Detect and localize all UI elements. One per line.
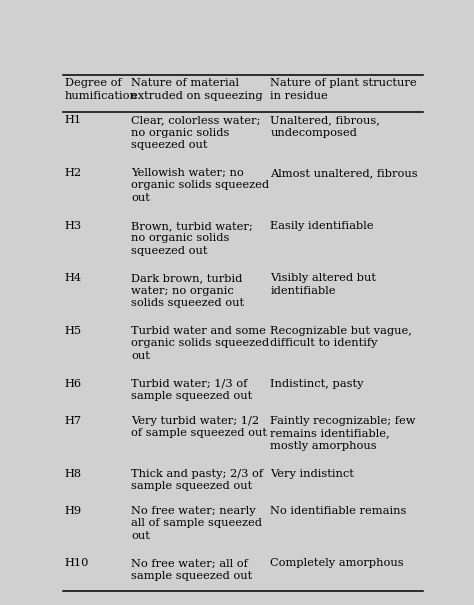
Text: H6: H6 [65, 379, 82, 388]
Text: H2: H2 [65, 168, 82, 178]
Text: Completely amorphous: Completely amorphous [271, 558, 404, 569]
Text: No free water; all of
sample squeezed out: No free water; all of sample squeezed ou… [131, 558, 252, 581]
Text: H5: H5 [65, 326, 82, 336]
Text: H8: H8 [65, 468, 82, 479]
Text: Indistinct, pasty: Indistinct, pasty [271, 379, 364, 388]
Text: Yellowish water; no
organic solids squeezed
out: Yellowish water; no organic solids squee… [131, 168, 269, 203]
Text: H3: H3 [65, 221, 82, 231]
Text: Very indistinct: Very indistinct [271, 468, 355, 479]
Text: Degree of
humification: Degree of humification [65, 78, 137, 100]
Text: Clear, colorless water;
no organic solids
squeezed out: Clear, colorless water; no organic solid… [131, 116, 260, 150]
Text: Very turbid water; 1/2
of sample squeezed out: Very turbid water; 1/2 of sample squeeze… [131, 416, 267, 439]
Text: H10: H10 [65, 558, 89, 569]
Text: Thick and pasty; 2/3 of
sample squeezed out: Thick and pasty; 2/3 of sample squeezed … [131, 468, 263, 491]
Text: Almost unaltered, fibrous: Almost unaltered, fibrous [271, 168, 418, 178]
Text: No free water; nearly
all of sample squeezed
out: No free water; nearly all of sample sque… [131, 506, 262, 541]
Text: H1: H1 [65, 116, 82, 125]
Text: Turbid water; 1/3 of
sample squeezed out: Turbid water; 1/3 of sample squeezed out [131, 379, 252, 401]
Text: H7: H7 [65, 416, 82, 426]
Text: Nature of material
extruded on squeezing: Nature of material extruded on squeezing [131, 78, 263, 100]
Text: Easily identifiable: Easily identifiable [271, 221, 374, 231]
Text: Dark brown, turbid
water; no organic
solids squeezed out: Dark brown, turbid water; no organic sol… [131, 273, 244, 308]
Text: No identifiable remains: No identifiable remains [271, 506, 407, 516]
Text: Turbid water and some
organic solids squeezed
out: Turbid water and some organic solids squ… [131, 326, 269, 361]
Text: Unaltered, fibrous,
undecomposed: Unaltered, fibrous, undecomposed [271, 116, 380, 138]
Text: Visibly altered but
identifiable: Visibly altered but identifiable [271, 273, 376, 296]
Text: Nature of plant structure
in residue: Nature of plant structure in residue [271, 78, 417, 100]
Text: Recognizable but vague,
difficult to identify: Recognizable but vague, difficult to ide… [271, 326, 412, 348]
Text: H4: H4 [65, 273, 82, 283]
Text: H9: H9 [65, 506, 82, 516]
Text: Brown, turbid water;
no organic solids
squeezed out: Brown, turbid water; no organic solids s… [131, 221, 253, 255]
Text: Faintly recognizable; few
remains identifiable,
mostly amorphous: Faintly recognizable; few remains identi… [271, 416, 416, 451]
